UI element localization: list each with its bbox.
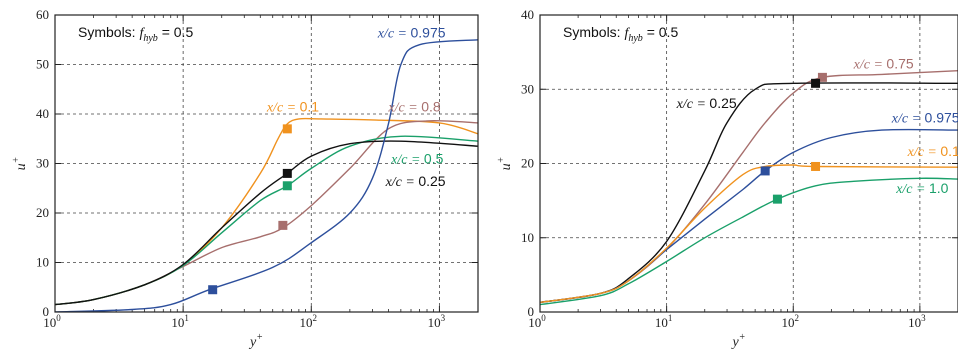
y-tick-label: 20: [36, 205, 49, 220]
x-axis-label: y+: [731, 332, 746, 350]
x-axis-label: y+: [248, 332, 263, 350]
y-tick-label: 0: [43, 304, 50, 319]
series-marker: [282, 168, 292, 178]
symbols-annotation: Symbols: fhyb = 0.5: [78, 24, 193, 44]
y-axis-label: u+: [496, 157, 514, 171]
x-tick-label: 102: [300, 313, 318, 330]
series-line: [55, 140, 478, 306]
series-marker: [760, 166, 770, 176]
series-marker: [282, 124, 292, 134]
series-label: x/c = 0.8: [387, 99, 440, 116]
plot-frame: [539, 14, 958, 313]
series-marker: [772, 194, 782, 204]
y-tick-label: 30: [521, 81, 534, 96]
series-label: x/c = 0.5: [390, 151, 443, 168]
series-label: x/c = 0.975: [891, 110, 958, 127]
x-tick-label: 101: [655, 313, 673, 330]
y-tick-label: 10: [521, 230, 534, 245]
x-tick-label: 100: [528, 313, 546, 330]
series-label: x/c = 1.0: [895, 180, 948, 197]
plot-frame: [54, 14, 479, 313]
series-group: [540, 70, 958, 306]
series-line: [540, 164, 958, 303]
series-line: [55, 117, 478, 306]
series-label: x/c = 0.1: [907, 143, 958, 160]
series-label: x/c = 0.75: [853, 55, 914, 72]
y-tick-label: 50: [36, 57, 49, 72]
series-group: [55, 39, 478, 312]
y-tick-label: 40: [521, 7, 534, 22]
series-marker: [811, 78, 821, 88]
series-marker: [278, 220, 288, 230]
x-tick-label: 101: [171, 313, 189, 330]
y-tick-label: 60: [36, 7, 49, 22]
series-marker: [208, 285, 218, 295]
series-line: [540, 128, 958, 303]
x-tick-label: 102: [782, 313, 800, 330]
x-tick-label: 103: [428, 313, 446, 330]
y-tick-label: 20: [521, 156, 534, 171]
series-line: [55, 39, 478, 312]
y-tick-label: 40: [36, 106, 49, 121]
series-label: x/c = 0.25: [385, 173, 446, 190]
series-label: x/c = 0.25: [676, 95, 737, 112]
y-axis-label: u+: [11, 157, 29, 171]
chart-panel-1: 100 101 102 103 0 10 20 30 40 50 60 y+ u+ x/c = 0.1 x/…: [11, 7, 479, 350]
series-label: x/c = 0.1: [266, 99, 319, 116]
x-tick-label: 103: [908, 313, 926, 330]
series-label: x/c = 0.975: [377, 24, 446, 41]
series-marker: [817, 72, 827, 82]
series-marker: [811, 161, 821, 171]
y-tick-label: 0: [528, 304, 535, 319]
series-line: [540, 177, 958, 306]
series-marker: [282, 181, 292, 191]
x-tick-label: 100: [43, 313, 61, 330]
symbols-annotation: Symbols: fhyb = 0.5: [563, 24, 678, 44]
chart-panel-2: 100 101 102 103 0 10 20 30 40 y+ u+ x/c = 0.75 x/c =…: [496, 7, 958, 350]
y-tick-label: 10: [36, 255, 49, 270]
y-tick-label: 30: [36, 156, 49, 171]
